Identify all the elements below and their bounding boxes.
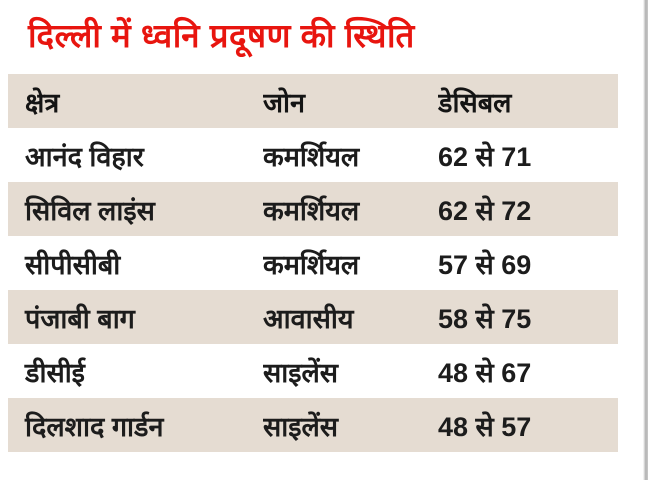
column-header-decibel: डेसिबल xyxy=(438,87,512,118)
column-header-area: क्षेत्र xyxy=(25,87,60,118)
table-cell-decibel: 57 से 69 xyxy=(438,249,532,280)
column-header-zone: जोन xyxy=(263,87,306,118)
table-cell-area: पंजाबी बाग xyxy=(25,303,135,334)
table-cell-decibel: 48 से 67 xyxy=(438,357,532,388)
table-row: दिलशाद गार्डन साइलेंस 48 से 57 xyxy=(8,398,618,452)
page-edge-divider xyxy=(643,0,648,480)
table-row: सीपीसीबी कमर्शियल 57 से 69 xyxy=(8,236,618,290)
table-row: सिविल लाइंस कमर्शियल 62 से 72 xyxy=(8,182,618,236)
table-cell-zone: कमर्शियल xyxy=(263,195,360,226)
table-cell-area: आनंद विहार xyxy=(25,141,144,172)
table-cell-area: सिविल लाइंस xyxy=(25,195,155,226)
table-cell-zone: साइलेंस xyxy=(263,411,339,442)
table-row: डीसीई साइलेंस 48 से 67 xyxy=(8,344,618,398)
table-cell-zone: कमर्शियल xyxy=(263,249,360,280)
table-row: पंजाबी बाग आवासीय 58 से 75 xyxy=(8,290,618,344)
table-cell-area: डीसीई xyxy=(25,357,85,388)
table-cell-decibel: 48 से 57 xyxy=(438,411,532,442)
table-cell-area: सीपीसीबी xyxy=(25,249,121,280)
data-table: क्षेत्र जोन डेसिबल आनंद विहार कमर्शियल 6… xyxy=(8,74,618,452)
table-cell-decibel: 58 से 75 xyxy=(438,303,532,334)
table-cell-zone: आवासीय xyxy=(263,303,354,334)
table-cell-decibel: 62 से 71 xyxy=(438,141,532,172)
table-cell-zone: कमर्शियल xyxy=(263,141,360,172)
table-header-row: क्षेत्र जोन डेसिबल xyxy=(8,74,618,128)
table-cell-zone: साइलेंस xyxy=(263,357,339,388)
table-cell-decibel: 62 से 72 xyxy=(438,195,532,226)
table-cell-area: दिलशाद गार्डन xyxy=(25,411,164,442)
page-title: दिल्ली में ध्वनि प्रदूषण की स्थिति xyxy=(28,17,415,54)
table-row: आनंद विहार कमर्शियल 62 से 71 xyxy=(8,128,618,182)
